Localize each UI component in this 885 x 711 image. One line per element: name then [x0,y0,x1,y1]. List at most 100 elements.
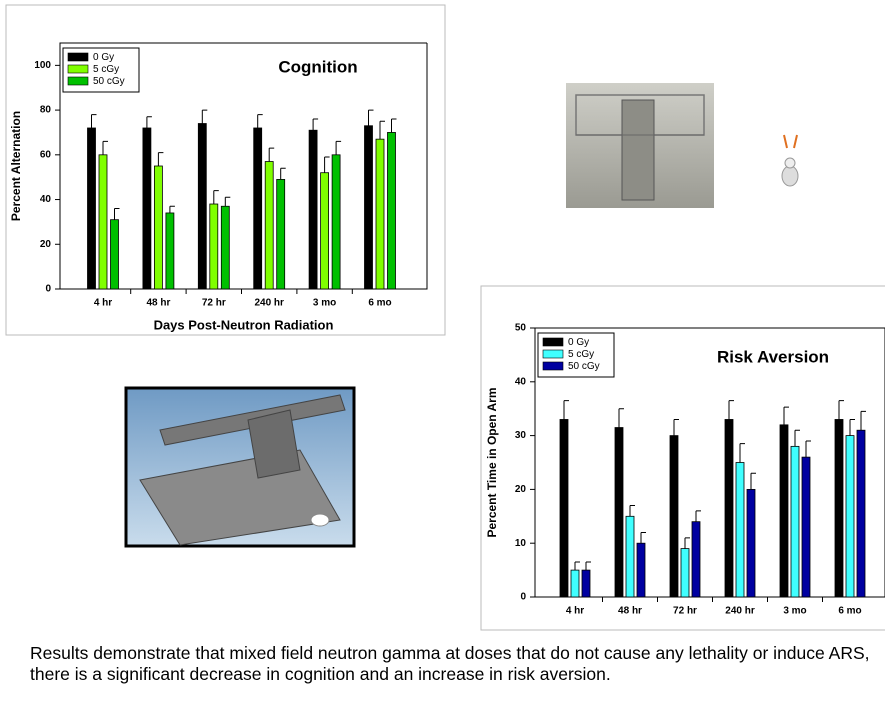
error-bar [750,472,756,490]
bar [142,127,152,290]
error-bar [640,531,646,544]
error-bar [102,140,108,155]
y-tick-label: 10 [515,538,527,549]
bar [559,419,569,598]
error-bar [379,120,385,140]
error-bar [213,190,219,205]
bar [276,179,286,290]
bar [581,569,591,598]
bar [387,132,396,290]
bar [845,435,855,598]
bar [691,521,701,598]
legend-label: 50 cGy [568,361,600,372]
error-bar [280,167,286,180]
t-maze-photo [566,83,714,208]
bar [87,127,96,290]
mouse-icon [781,134,799,187]
error-bar [629,505,635,517]
error-bar [684,537,690,549]
y-tick-label: 0 [520,592,526,603]
bar [625,515,635,598]
legend-label: 50 cGy [93,76,125,87]
error-bar [324,156,330,173]
y-tick-label: 60 [40,149,52,160]
error-bar [838,400,844,420]
error-bar [860,410,866,431]
legend-swatch [542,349,564,359]
x-tick-label: 3 mo [783,606,806,617]
x-tick-label: 4 hr [94,298,112,309]
error-bar [618,408,624,428]
error-bar [391,118,397,133]
error-bar [673,418,679,436]
error-bar [368,109,374,126]
y-tick-label: 20 [40,239,52,250]
x-tick-label: 48 hr [146,298,170,309]
x-tick-label: 48 hr [618,606,642,617]
bar [197,123,207,290]
error-bar [146,116,152,128]
bar [264,161,274,290]
y-tick-label: 40 [40,194,52,205]
x-tick-label: 72 hr [202,298,226,309]
bar [801,456,811,598]
chart: 0 20 40 60 80 100 4 hr 48 hr 72 hr 240 hr 3 mo 6 mo… [5,4,446,336]
error-bar [585,561,591,571]
legend-label: 0 Gy [568,337,589,348]
chart-title: Risk Aversion [717,347,829,366]
y-tick-label: 80 [40,105,52,116]
legend-swatch [67,52,89,62]
x-tick-label: 4 hr [566,606,584,617]
x-tick-label: 240 hr [254,298,284,309]
error-bar [794,429,800,447]
legend-swatch [67,64,89,74]
x-tick-label: 3 mo [313,298,336,309]
x-tick-label: 240 hr [725,606,755,617]
x-tick-label: 72 hr [673,606,697,617]
bar [220,205,230,290]
bar [614,427,624,598]
bar [98,154,108,290]
legend-label: 5 cGy [93,64,119,75]
bar [320,172,330,290]
y-axis-label: Percent Time in Open Arm [485,387,499,537]
error-bar [268,147,275,162]
error-bar [201,109,208,124]
error-bar [563,400,569,420]
y-tick-label: 100 [34,60,51,71]
bar [308,129,318,290]
y-axis-label: Percent Alternation [9,111,23,221]
bar [779,424,789,598]
bar [110,219,119,290]
bar [834,419,844,598]
error-bar [224,196,231,207]
error-bar [114,207,120,220]
error-bar [739,443,745,463]
legend-label: 5 cGy [568,349,594,360]
caption: Results demonstrate that mixed field neu… [30,643,870,684]
y-tick-label: 0 [45,284,51,295]
bar [669,435,679,598]
bar [735,462,745,598]
error-bar [783,406,789,425]
legend-swatch [67,76,89,86]
bar [724,419,734,598]
bar [153,165,163,290]
bar [364,125,373,290]
y-tick-label: 40 [515,376,527,387]
legend-swatch [542,337,564,347]
error-bar [695,510,701,522]
bar [209,203,219,290]
error-bar [91,114,97,128]
error-bar [574,561,580,571]
error-bar [849,418,855,436]
error-bar [312,118,319,131]
x-tick-label: 6 mo [838,606,861,617]
bar [253,127,263,290]
legend-label: 0 Gy [93,52,114,63]
bar [331,154,341,290]
error-bar [257,114,263,128]
bar [570,569,580,598]
